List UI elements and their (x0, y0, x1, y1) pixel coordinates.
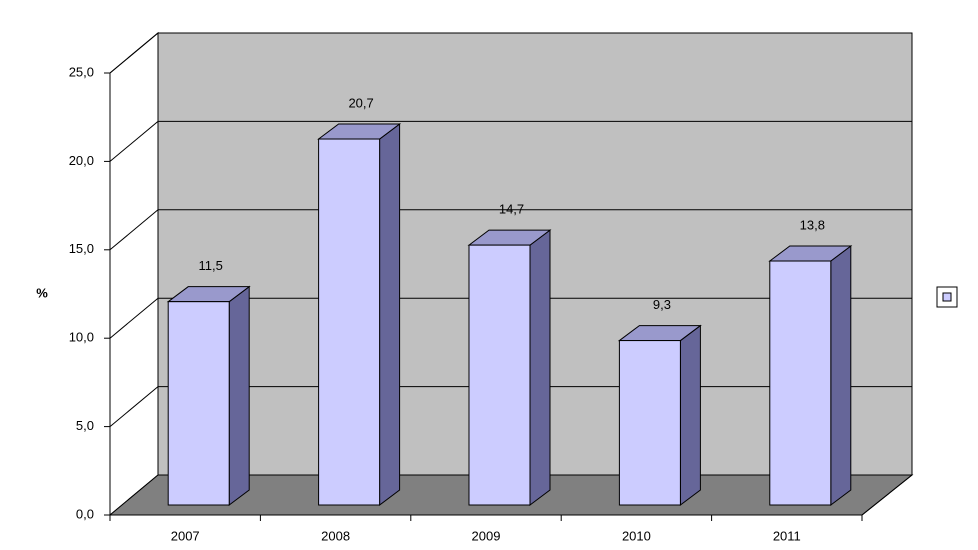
bar (769, 260, 832, 506)
y-tick-label: 5,0 (76, 418, 94, 433)
x-axis-depth (861, 474, 913, 516)
x-tick-label: 2008 (321, 528, 350, 543)
bar (167, 301, 230, 506)
x-tick-label: 2009 (472, 528, 501, 543)
bar (468, 244, 531, 506)
value-label: 9,3 (653, 297, 671, 312)
bar-side (379, 123, 401, 506)
y-tick-label: 20,0 (69, 153, 94, 168)
grid-line (109, 386, 159, 427)
bar (318, 138, 381, 506)
y-axis-label: % (36, 285, 48, 300)
value-label: 20,7 (348, 95, 373, 110)
bar-side (228, 285, 250, 506)
bar-side (679, 324, 701, 506)
bar-side (529, 229, 551, 506)
bar (618, 340, 681, 506)
side-wall (109, 31, 159, 517)
y-tick-label: 10,0 (69, 330, 94, 345)
y-tick-label: 0,0 (76, 506, 94, 521)
x-tick-label: 2007 (171, 528, 200, 543)
x-tick-label: 2010 (622, 528, 651, 543)
value-label: 11,5 (199, 258, 223, 273)
grid-line (109, 32, 159, 74)
y-tick-label: 25,0 (69, 64, 94, 79)
grid-line (109, 121, 159, 162)
legend-swatch (942, 292, 952, 302)
value-label: 13,8 (800, 217, 825, 232)
bar-side (830, 245, 852, 506)
grid-line (109, 209, 159, 251)
grid-line (109, 297, 159, 339)
x-tick-label: 2011 (773, 528, 801, 543)
value-label: 14,7 (499, 202, 524, 217)
y-tick-label: 15,0 (69, 241, 94, 256)
